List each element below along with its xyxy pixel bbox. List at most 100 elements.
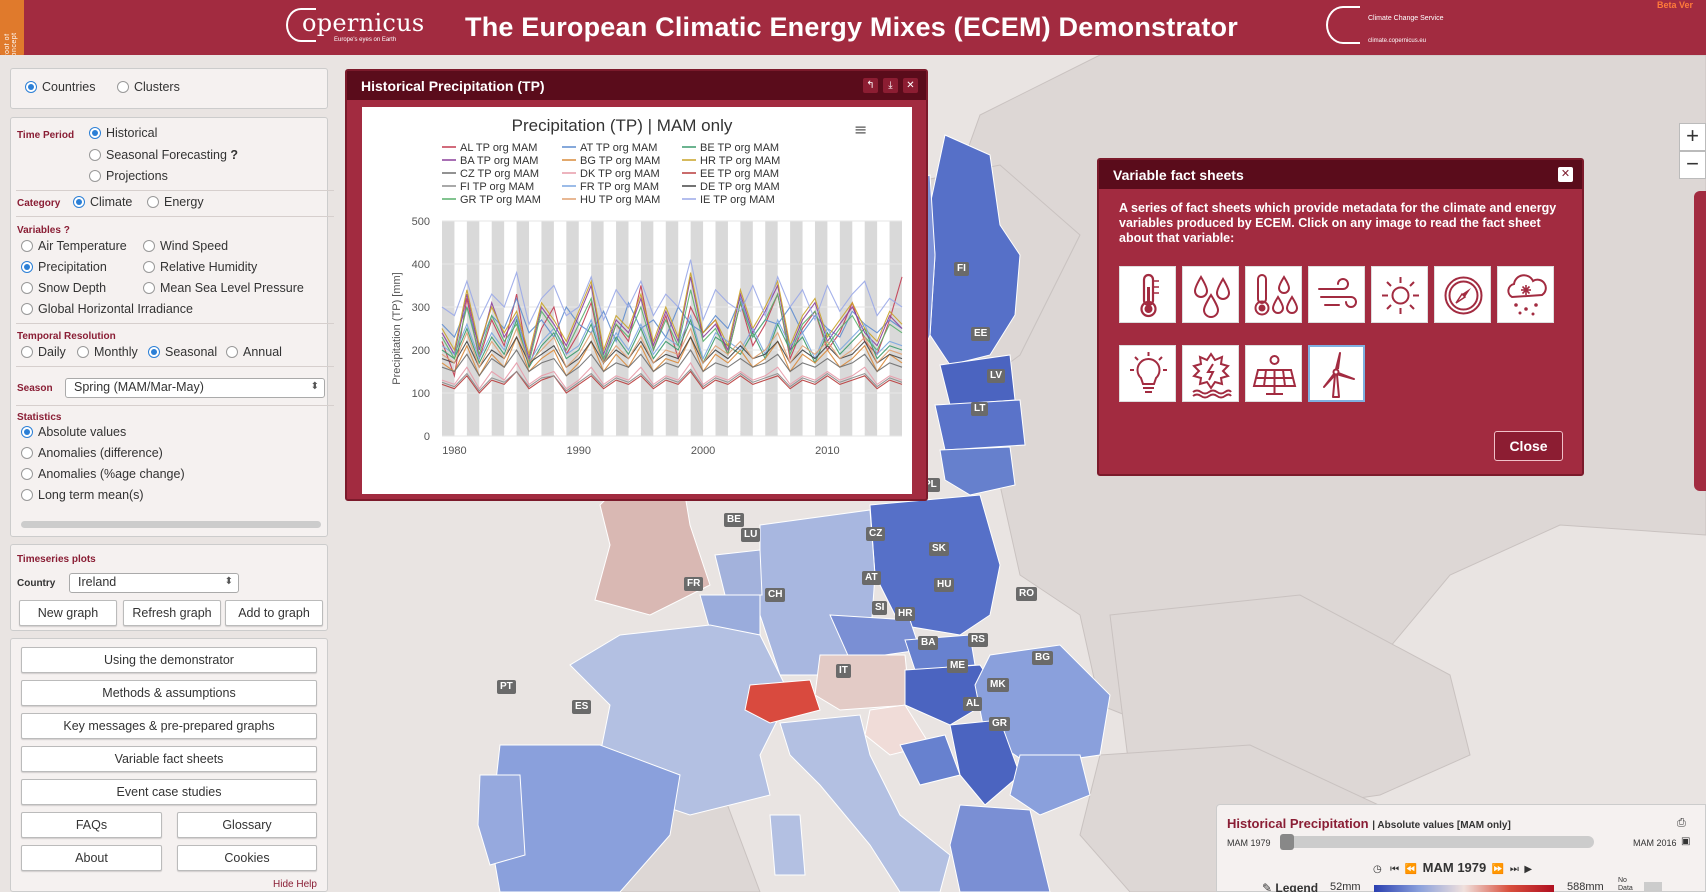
snow-radio[interactable] (21, 282, 33, 294)
country-netherlands[interactable] (714, 549, 763, 596)
close-button[interactable]: Close (1494, 431, 1563, 461)
mode-countries-option[interactable]: Countries (25, 80, 96, 94)
zoom-in-button[interactable]: + (1679, 123, 1706, 151)
print-icon[interactable]: ⎙ (1677, 817, 1686, 829)
climate-radio[interactable] (73, 196, 85, 208)
using-demonstrator-button[interactable]: Using the demonstrator (21, 647, 317, 673)
country-austria[interactable] (814, 654, 911, 711)
forward-icon[interactable]: ⏩ (1491, 864, 1505, 875)
calendar-icon[interactable]: ▣ (1681, 836, 1691, 847)
seasonal-radio[interactable] (148, 346, 160, 358)
first-icon[interactable]: ⏮ (1390, 864, 1400, 875)
var-precip-option[interactable]: Precipitation (21, 260, 107, 274)
anom-diff-radio[interactable] (21, 447, 33, 459)
legend-label[interactable]: ✎ Legend (1262, 881, 1319, 892)
snow-cloud-icon[interactable] (1497, 266, 1554, 323)
projections-radio[interactable] (89, 170, 101, 182)
historical-radio[interactable] (89, 127, 101, 139)
category-energy-option[interactable]: Energy (147, 195, 204, 209)
time-slider-handle[interactable] (1280, 834, 1294, 850)
var-wind-option[interactable]: Wind Speed (143, 239, 228, 253)
countries-radio[interactable] (25, 81, 37, 93)
add-to-graph-button[interactable]: Add to graph (225, 600, 323, 626)
chart-window-titlebar[interactable]: Historical Precipitation (TP) (347, 71, 926, 100)
country-lithuania[interactable] (939, 446, 1016, 496)
var-humidity-option[interactable]: Relative Humidity (143, 260, 257, 274)
country-bosnia[interactable] (899, 734, 961, 786)
daily-radio[interactable] (21, 346, 33, 358)
temporal-monthly-option[interactable]: Monthly (77, 345, 138, 359)
energy-radio[interactable] (147, 196, 159, 208)
download-icon[interactable]: ⤓ (883, 78, 898, 93)
copernicus-logo[interactable]: opernicus Europe's eyes on Earth (286, 6, 426, 48)
close-icon[interactable]: ✕ (1558, 167, 1573, 182)
var-mslp-option[interactable]: Mean Sea Level Pressure (143, 281, 304, 295)
hydro-icon[interactable] (1182, 345, 1239, 402)
mode-clusters-option[interactable]: Clusters (117, 80, 180, 94)
stat-anom-pct-option[interactable]: Anomalies (%age change) (21, 467, 185, 481)
feedback-tab[interactable] (1694, 191, 1706, 491)
new-graph-button[interactable]: New graph (19, 600, 117, 626)
c3s-logo[interactable]: Climate Change Service climate.copernicu… (1326, 4, 1446, 48)
country-switzerland[interactable] (744, 679, 821, 724)
rewind-icon[interactable]: ⏪ (1404, 864, 1418, 875)
country-portugal[interactable] (477, 774, 526, 866)
temporal-seasonal-option[interactable]: Seasonal (148, 345, 217, 359)
monthly-radio[interactable] (77, 346, 89, 358)
sun-icon[interactable] (1371, 266, 1428, 323)
play-icon[interactable]: ▶ (1524, 864, 1533, 875)
country-greece[interactable] (949, 804, 1051, 892)
air-temp-radio[interactable] (21, 240, 33, 252)
humidity-radio[interactable] (143, 261, 155, 273)
glossary-button[interactable]: Glossary (177, 812, 317, 838)
variables-help-icon[interactable]: ? (63, 225, 70, 236)
compass-icon[interactable] (1434, 266, 1491, 323)
stat-anom-diff-option[interactable]: Anomalies (difference) (21, 446, 163, 460)
thermometer-drops-icon[interactable] (1245, 266, 1302, 323)
panel-scrollbar[interactable] (21, 521, 321, 528)
wind-turbine-icon[interactable] (1308, 345, 1365, 402)
thermometer-icon[interactable] (1119, 266, 1176, 323)
fact-sheets-button[interactable]: Variable fact sheets (21, 746, 317, 772)
time-seasonal-option[interactable]: Seasonal Forecasting ? (89, 148, 238, 162)
precip-radio[interactable] (21, 261, 33, 273)
last-icon[interactable]: ⏭ (1509, 864, 1519, 875)
wind-icon[interactable] (1308, 266, 1365, 323)
hide-help-link[interactable]: Hide Help (273, 879, 317, 890)
fact-sheets-dialog[interactable]: Variable fact sheets ✕ A series of fact … (1097, 158, 1584, 476)
time-projections-option[interactable]: Projections (89, 169, 168, 183)
solar-panel-icon[interactable] (1245, 345, 1302, 402)
refresh-graph-button[interactable]: Refresh graph (123, 600, 221, 626)
temporal-annual-option[interactable]: Annual (226, 345, 282, 359)
country-italy[interactable] (779, 714, 951, 892)
country-poland[interactable] (869, 494, 1001, 636)
chart-window[interactable]: Historical Precipitation (TP) ↰ ⤓ ✕ Prec… (345, 69, 928, 501)
var-air-temp-option[interactable]: Air Temperature (21, 239, 127, 253)
var-snow-option[interactable]: Snow Depth (21, 281, 106, 295)
methods-button[interactable]: Methods & assumptions (21, 680, 317, 706)
seasonal-help-icon[interactable]: ? (230, 148, 239, 162)
stat-ltm-option[interactable]: Long term mean(s) (21, 488, 144, 502)
raindrops-icon[interactable] (1182, 266, 1239, 323)
country-latvia[interactable] (934, 399, 1026, 451)
temporal-daily-option[interactable]: Daily (21, 345, 66, 359)
time-slider[interactable] (1280, 834, 1594, 850)
zoom-out-button[interactable]: − (1679, 151, 1706, 179)
country-bulgaria[interactable] (1009, 754, 1091, 816)
anom-pct-radio[interactable] (21, 468, 33, 480)
ltm-radio[interactable] (21, 489, 33, 501)
clusters-radio[interactable] (117, 81, 129, 93)
absolute-radio[interactable] (21, 426, 33, 438)
seasonal-forecast-radio[interactable] (89, 149, 101, 161)
undock-icon[interactable]: ↰ (863, 78, 878, 93)
var-ghi-option[interactable]: Global Horizontal Irradiance (21, 302, 193, 316)
wind-radio[interactable] (143, 240, 155, 252)
about-button[interactable]: About (21, 845, 162, 871)
clock-icon[interactable]: ◷ (1373, 864, 1382, 875)
time-historical-option[interactable]: Historical (89, 126, 157, 140)
cookies-button[interactable]: Cookies (177, 845, 317, 871)
category-climate-option[interactable]: Climate (73, 195, 132, 209)
mslp-radio[interactable] (143, 282, 155, 294)
lightbulb-icon[interactable] (1119, 345, 1176, 402)
faqs-button[interactable]: FAQs (21, 812, 162, 838)
